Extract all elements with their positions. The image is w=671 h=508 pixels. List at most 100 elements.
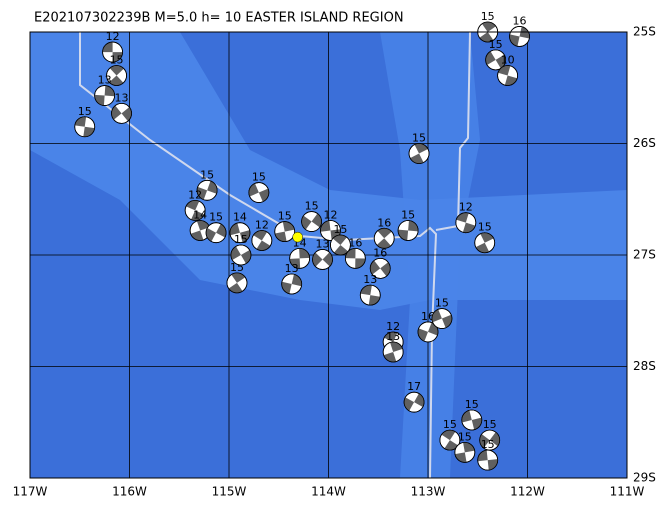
beachball-edge — [509, 26, 530, 47]
beachball-quadrant — [191, 210, 205, 221]
beachball — [477, 449, 499, 471]
beachball — [382, 341, 404, 363]
depth-label: 13 — [363, 273, 377, 286]
beachball-edge — [274, 221, 296, 242]
beachball-quadrant — [355, 258, 366, 269]
y-tick-label: 28S — [633, 359, 656, 373]
beachball — [74, 116, 96, 138]
beachball-quadrant — [104, 85, 115, 97]
beachball — [439, 429, 461, 451]
depth-label: 12 — [386, 320, 400, 333]
beachball-edge — [431, 308, 453, 329]
y-tick-label: 26S — [633, 136, 656, 150]
beachball-edge — [439, 429, 461, 451]
beachball — [312, 249, 333, 270]
beachball — [196, 179, 218, 201]
beachball-quadrant — [441, 430, 456, 441]
beachball — [455, 212, 477, 234]
beachball — [189, 220, 211, 241]
depth-label: 15 — [401, 208, 415, 221]
beachball — [248, 182, 270, 203]
beachball — [373, 227, 395, 249]
beachball-quadrant — [111, 105, 122, 120]
depth-label: 15 — [78, 105, 92, 118]
beachball-edge — [312, 249, 333, 270]
depth-label: 13 — [98, 74, 112, 87]
beachball-quadrant — [240, 250, 251, 264]
beachball-edge — [281, 273, 303, 295]
beachball-quadrant — [519, 26, 530, 39]
beachball — [289, 247, 311, 269]
depth-label: 17 — [407, 380, 421, 393]
depth-label: 12 — [323, 208, 337, 221]
beachball-edge — [230, 244, 252, 266]
depth-label: 16 — [348, 236, 362, 249]
depth-label: 16 — [377, 216, 391, 229]
depth-label: 12 — [459, 201, 473, 214]
beachball-quadrant — [463, 442, 475, 453]
beachball — [320, 220, 341, 241]
x-tick-label: 113W — [411, 485, 446, 499]
depth-label: 15 — [278, 210, 292, 223]
beachball-quadrant — [481, 21, 496, 32]
beachball-quadrant — [489, 432, 500, 447]
beachball — [497, 65, 519, 86]
beachball-edge — [251, 230, 273, 251]
beachball-edge — [248, 182, 270, 203]
beachball — [454, 441, 476, 463]
beachball-quadrant — [109, 65, 124, 76]
beachball-quadrant — [282, 221, 295, 232]
beachball-quadrant — [477, 450, 488, 462]
beachball-quadrant — [320, 220, 331, 232]
beachball-edge — [373, 227, 395, 249]
beachball-edge — [94, 85, 116, 106]
beachball-edge — [320, 220, 341, 241]
beachball-quadrant — [330, 229, 341, 241]
beachball — [369, 257, 391, 279]
beachball-quadrant — [414, 143, 428, 154]
beachball — [205, 222, 227, 244]
beachball-quadrant — [274, 231, 287, 242]
depth-label: 16 — [513, 14, 527, 27]
plate-boundary — [435, 31, 471, 231]
beachball — [403, 391, 425, 413]
depth-label: 15 — [443, 418, 457, 431]
beachball-edge — [289, 247, 311, 269]
depth-label: 15 — [200, 168, 214, 181]
beachball-edge — [330, 234, 351, 256]
beachball-quadrant — [444, 440, 459, 451]
beachball-quadrant — [231, 272, 246, 283]
x-tick-label: 117W — [13, 485, 48, 499]
depth-label: 15 — [412, 132, 426, 145]
beachball — [184, 199, 206, 221]
beachball-edge — [408, 143, 430, 164]
beachball-quadrant — [398, 229, 409, 241]
beachball-edge — [106, 65, 127, 86]
map-title: E202107302239B M=5.0 h= 10 EASTER ISLAND… — [34, 11, 404, 26]
beachball-quadrant — [216, 223, 227, 238]
beachball-edge — [344, 247, 366, 269]
beachball-edge — [454, 441, 476, 463]
beachball-quadrant — [121, 107, 132, 122]
beachball-quadrant — [454, 452, 467, 463]
y-tick-label: 25S — [633, 25, 656, 39]
beachball — [229, 222, 251, 244]
beachball-quadrant — [83, 126, 95, 137]
beachball-quadrant — [258, 188, 269, 202]
beachball-quadrant — [384, 331, 398, 342]
beachball — [461, 409, 483, 431]
beachball-edge — [369, 257, 391, 279]
beachball-quadrant — [230, 246, 241, 260]
depth-label: 15 — [234, 233, 248, 246]
beachball-edge — [461, 409, 483, 431]
depth-label: 15 — [110, 53, 124, 66]
beachball-quadrant — [475, 242, 490, 253]
depth-label: 15 — [252, 171, 266, 184]
depth-label: 16 — [421, 310, 435, 323]
beachball-quadrant — [109, 75, 124, 86]
beachball-quadrant — [253, 230, 268, 241]
beachball-edge — [455, 212, 477, 234]
beachball-edge — [102, 41, 123, 63]
beachball-quadrant — [112, 52, 123, 63]
